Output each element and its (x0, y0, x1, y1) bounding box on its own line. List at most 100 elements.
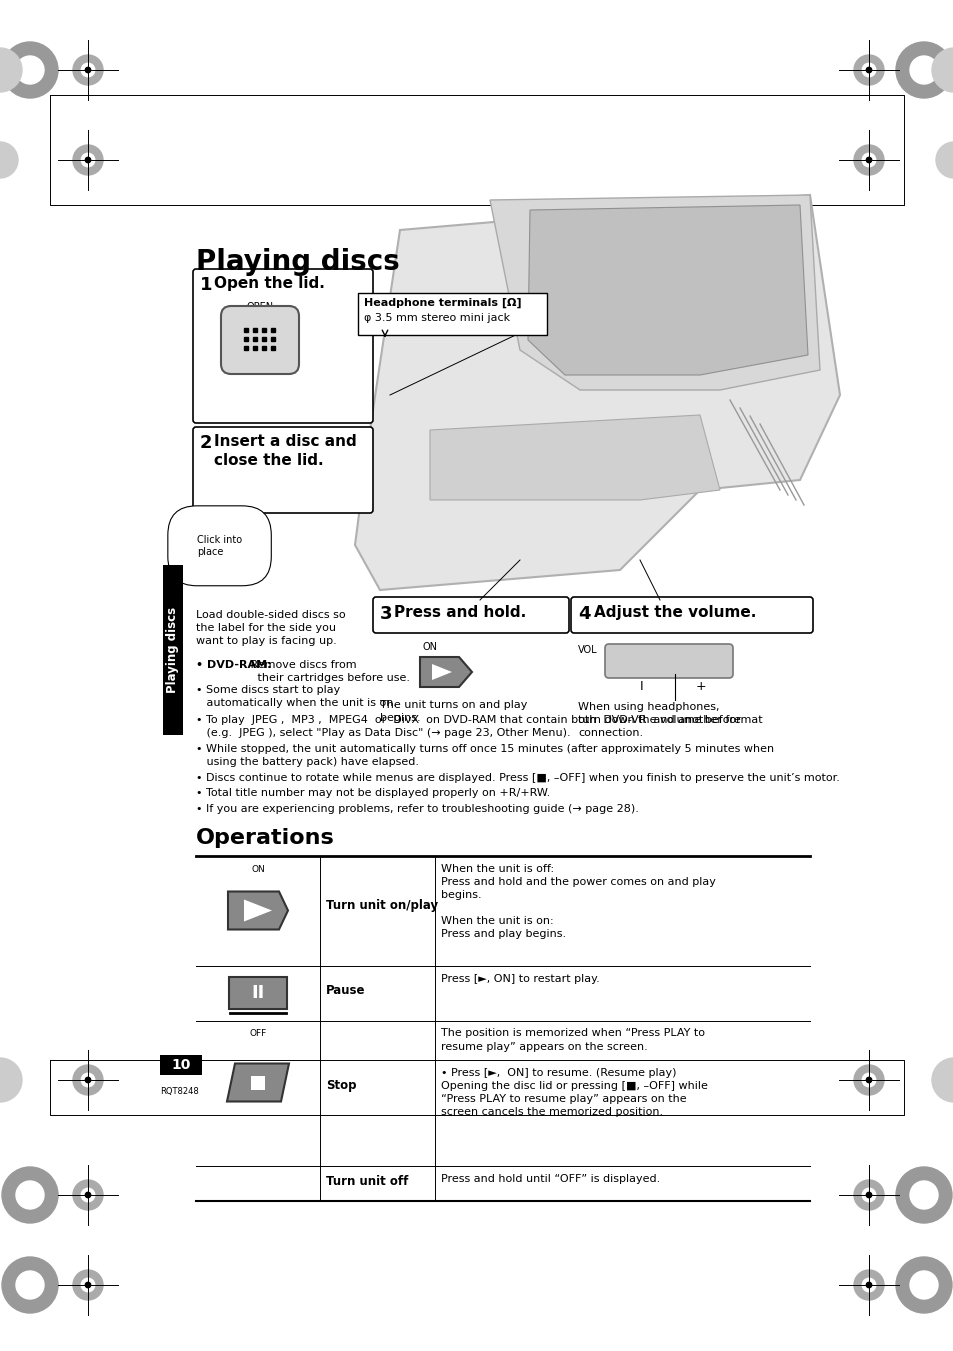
Circle shape (862, 153, 875, 166)
Circle shape (85, 1077, 91, 1082)
Polygon shape (227, 1063, 289, 1101)
Text: +: + (696, 681, 706, 693)
Circle shape (865, 1077, 871, 1082)
Text: II: II (251, 984, 264, 1002)
Bar (160, 1055, 202, 1075)
Circle shape (73, 1270, 103, 1300)
Text: VOL: VOL (578, 644, 597, 655)
Text: • To play  JPEG ,  MP3 ,  MPEG4  or  DivX  on DVD-RAM that contain both  DVD-VR : • To play JPEG , MP3 , MPEG4 or DivX on … (195, 715, 761, 738)
Circle shape (81, 1073, 94, 1086)
Text: Turn unit on/play: Turn unit on/play (326, 898, 437, 912)
Circle shape (85, 1193, 91, 1198)
Polygon shape (419, 657, 472, 688)
Circle shape (81, 1278, 94, 1292)
Wedge shape (931, 49, 953, 92)
Circle shape (853, 55, 883, 85)
Circle shape (16, 1181, 44, 1209)
Circle shape (2, 42, 58, 99)
Text: Playing discs: Playing discs (167, 607, 179, 693)
FancyBboxPatch shape (373, 597, 568, 634)
FancyBboxPatch shape (571, 597, 812, 634)
Circle shape (2, 1256, 58, 1313)
Text: 2: 2 (200, 434, 213, 453)
Circle shape (16, 1271, 44, 1300)
Text: 10: 10 (172, 1058, 191, 1071)
Polygon shape (527, 205, 807, 376)
Text: When the unit is off:
Press and hold and the power comes on and play
begins.

Wh: When the unit is off: Press and hold and… (440, 863, 715, 939)
Circle shape (895, 42, 951, 99)
Text: OFF: OFF (249, 1029, 266, 1039)
Circle shape (85, 157, 91, 162)
Circle shape (862, 1278, 875, 1292)
Circle shape (853, 1270, 883, 1300)
Text: 4: 4 (578, 605, 590, 623)
FancyBboxPatch shape (604, 644, 732, 678)
Text: I: I (639, 681, 642, 693)
Circle shape (895, 1256, 951, 1313)
Polygon shape (228, 892, 288, 929)
Circle shape (865, 1193, 871, 1198)
Wedge shape (0, 1058, 22, 1102)
Text: OPEN: OPEN (246, 303, 274, 312)
Circle shape (2, 1167, 58, 1223)
Text: Turn unit off: Turn unit off (326, 1175, 408, 1188)
Text: Press and hold until “OFF” is displayed.: Press and hold until “OFF” is displayed. (440, 1174, 659, 1183)
FancyBboxPatch shape (221, 305, 298, 374)
Circle shape (909, 55, 937, 84)
Bar (163, 565, 183, 735)
Text: Press and hold.: Press and hold. (394, 605, 526, 620)
Text: • While stopped, the unit automatically turns off once 15 minutes (after approxi: • While stopped, the unit automatically … (195, 744, 773, 767)
Polygon shape (244, 900, 272, 921)
Text: The position is memorized when “Press PLAY to
resume play” appears on the screen: The position is memorized when “Press PL… (440, 1028, 707, 1117)
Text: Headphone terminals [Ω]: Headphone terminals [Ω] (364, 299, 521, 308)
Circle shape (73, 1065, 103, 1096)
Text: • Total title number may not be displayed properly on +R/+RW.: • Total title number may not be displaye… (195, 789, 550, 798)
Polygon shape (430, 415, 720, 500)
Text: φ 3.5 mm stereo mini jack: φ 3.5 mm stereo mini jack (364, 313, 510, 323)
Circle shape (853, 1065, 883, 1096)
Text: • Some discs start to play
   automatically when the unit is on.: • Some discs start to play automatically… (195, 685, 396, 708)
Circle shape (862, 1189, 875, 1202)
Wedge shape (0, 49, 22, 92)
Bar (251, 1075, 265, 1089)
Text: 1: 1 (200, 276, 213, 295)
Text: Load double-sided discs so
the label for the side you
want to play is facing up.: Load double-sided discs so the label for… (195, 611, 345, 646)
Text: Insert a disc and
close the lid.: Insert a disc and close the lid. (213, 434, 356, 467)
Text: Stop: Stop (326, 1079, 356, 1092)
Text: • DVD-RAM:: • DVD-RAM: (195, 661, 272, 670)
Polygon shape (490, 195, 820, 390)
Text: Playing discs: Playing discs (195, 249, 399, 276)
Circle shape (73, 145, 103, 176)
FancyBboxPatch shape (193, 427, 373, 513)
Circle shape (81, 1189, 94, 1202)
Polygon shape (355, 195, 840, 590)
Circle shape (862, 1073, 875, 1086)
Text: ON: ON (251, 865, 265, 874)
Wedge shape (931, 1058, 953, 1102)
Circle shape (85, 1282, 91, 1288)
Text: Press [►, ON] to restart play.: Press [►, ON] to restart play. (440, 974, 599, 984)
Circle shape (81, 63, 94, 77)
Text: Open the lid.: Open the lid. (213, 276, 325, 290)
FancyBboxPatch shape (193, 269, 373, 423)
Circle shape (853, 1179, 883, 1210)
Circle shape (865, 1282, 871, 1288)
Circle shape (73, 55, 103, 85)
FancyBboxPatch shape (229, 977, 287, 1009)
Circle shape (85, 68, 91, 73)
Text: • Discs continue to rotate while menus are displayed. Press [■, –OFF] when you f: • Discs continue to rotate while menus a… (195, 773, 839, 784)
Text: Adjust the volume.: Adjust the volume. (594, 605, 756, 620)
Circle shape (895, 1167, 951, 1223)
Circle shape (16, 55, 44, 84)
Text: RQT8248: RQT8248 (160, 1088, 198, 1096)
Text: Click into
place: Click into place (196, 535, 242, 557)
FancyBboxPatch shape (357, 293, 546, 335)
Circle shape (865, 68, 871, 73)
Circle shape (909, 1181, 937, 1209)
Text: Pause: Pause (326, 984, 365, 997)
Text: When using headphones,
turn down the volume before
connection.: When using headphones, turn down the vol… (578, 703, 740, 739)
Text: The unit turns on and play
begins.: The unit turns on and play begins. (379, 700, 527, 723)
Circle shape (73, 1179, 103, 1210)
Circle shape (909, 1271, 937, 1300)
Circle shape (81, 153, 94, 166)
